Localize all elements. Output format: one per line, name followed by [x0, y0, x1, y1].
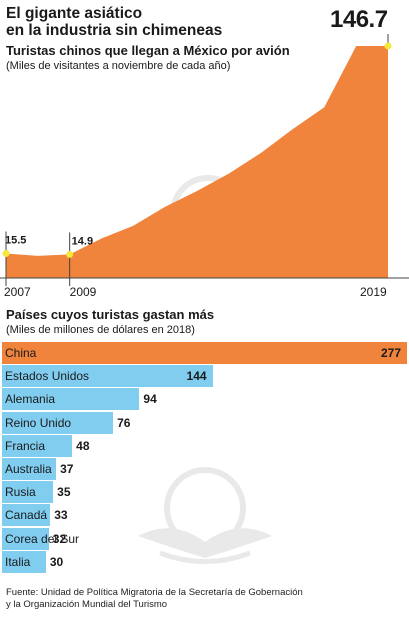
- peak-value-label: 146.7: [330, 6, 388, 33]
- bar-reino-unido: [2, 411, 114, 434]
- bar-italia: [2, 550, 46, 573]
- bar-row: Australia 37: [0, 458, 409, 480]
- bar-row: Alemania 94: [0, 388, 409, 411]
- bar-chart: China 277 Estados Unidos 144 Alemania 94 Reino…: [0, 340, 409, 580]
- bar-category-label: Corea del Sur: [5, 531, 80, 546]
- bar-row: Canadá 33: [0, 504, 409, 527]
- bar-category-label: Estados Unidos: [5, 369, 90, 384]
- bar-row: Italia 30: [0, 550, 409, 573]
- bar-value-label: 277: [381, 346, 402, 360]
- chart2-note: (Miles de millones de dólares en 2018): [6, 324, 195, 336]
- bar-value-label: 30: [49, 554, 64, 569]
- x-tick-label-2009: 2009: [70, 285, 97, 299]
- bar-category-label: Australia: [5, 462, 52, 476]
- bar-value-label: 144: [186, 369, 207, 384]
- title-line-1: El gigante asiático: [6, 5, 143, 22]
- bar-category-label: Canadá: [5, 508, 48, 523]
- bar-row: China 277: [0, 342, 409, 364]
- bar-value-label: 32: [52, 531, 67, 546]
- bar-row: Francia 48: [0, 434, 409, 457]
- bar-canadá: [2, 504, 51, 527]
- bar-category-label: Reino Unido: [5, 415, 72, 430]
- title-line-2: en la industria sin chimeneas: [6, 22, 223, 39]
- chart1-note: (Miles de visitantes a noviembre de cada…: [6, 60, 231, 72]
- bar-category-label: China: [5, 346, 37, 360]
- source-note: Fuente: Unidad de Política Migratoria de…: [6, 587, 406, 611]
- bar-value-label: 76: [117, 415, 131, 430]
- point-marker-2007: [2, 249, 10, 257]
- bar-rusia: [2, 481, 54, 504]
- bar-row: Reino Unido 76: [0, 411, 409, 434]
- page-title: El gigante asiático en la industria sin …: [6, 5, 306, 39]
- bar-china: [2, 342, 407, 364]
- bar-corea-del-sur: [2, 527, 49, 550]
- emblem-watermark-icon-2: [138, 467, 272, 564]
- bar-category-label: Italia: [5, 554, 31, 569]
- bar-category-label: Rusia: [5, 485, 36, 500]
- bar-value-label: 37: [60, 462, 74, 476]
- bar-row: Estados Unidos 144: [0, 365, 409, 388]
- bar-alemania: [2, 388, 140, 411]
- bar-value-label: 35: [57, 485, 71, 500]
- bar-value-label: 33: [54, 508, 68, 523]
- bar-value-label: 48: [76, 438, 90, 453]
- area-chart: 15.5 14.9 2007 2009 2019: [0, 34, 409, 299]
- point-label-2009: 14.9: [72, 235, 93, 247]
- bar-australia: [2, 458, 57, 480]
- bar-row: Rusia 35: [0, 481, 409, 504]
- x-tick-label-2019: 2019: [360, 285, 387, 299]
- point-marker-2009: [66, 250, 74, 258]
- bar-estados-unidos: [2, 365, 213, 388]
- source-line-1: Fuente: Unidad de Política Migratoria de…: [6, 587, 303, 598]
- point-label-2007: 15.5: [5, 234, 26, 246]
- bar-francia: [2, 434, 73, 457]
- area-series: [6, 46, 388, 278]
- bar-value-label: 94: [143, 392, 157, 407]
- chart2-subtitle: Países cuyos turistas gastan más: [6, 307, 215, 322]
- chart1-subtitle: Turistas chinos que llegan a México por …: [6, 43, 290, 58]
- bar-category-label: Alemania: [5, 392, 56, 407]
- point-marker-2019: [384, 42, 392, 50]
- source-line-2: y la Organización Mundial del Turismo: [6, 599, 168, 610]
- bar-row: Corea del Sur 32: [0, 527, 409, 550]
- x-tick-label-2007: 2007: [4, 285, 31, 299]
- bar-category-label: Francia: [5, 438, 46, 453]
